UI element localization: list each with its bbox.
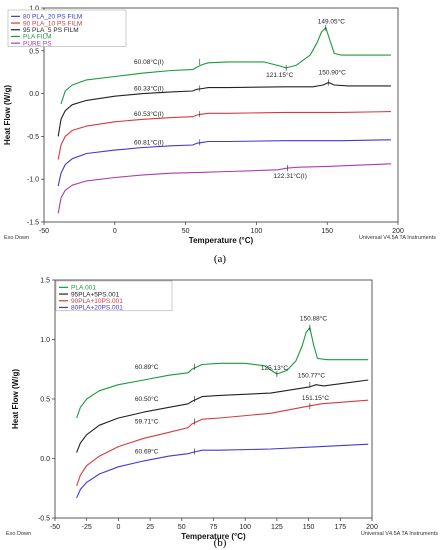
legend-entry: 90PLA+10PS.001	[71, 298, 123, 305]
y-tick-label: 1.0	[29, 6, 39, 13]
annotation-label: 60.08°C(I)	[134, 58, 164, 66]
y-tick-label: -1.5	[27, 220, 39, 227]
legend-entry: 80PLA+20PS.001	[71, 305, 123, 312]
y-tick-label: 0.0	[29, 91, 39, 98]
annotation-label: 121.15°C	[266, 71, 293, 79]
x-tick-label: 0	[116, 524, 120, 531]
legend-box	[7, 9, 127, 47]
x-tick-label: 75	[210, 524, 218, 531]
footer-instrument: Universal V4.5A TA Instruments	[359, 235, 436, 241]
annotation-label: 150.90°C	[319, 68, 346, 76]
legend-entry: PLA.001	[71, 285, 96, 292]
x-tick-label: 175	[334, 524, 346, 531]
x-tick-label: 200	[392, 228, 404, 235]
legend-entry: PURE PS	[23, 40, 52, 47]
annotation-label: 150.88°C	[300, 315, 327, 323]
footer-exo-down: Exo Down	[6, 531, 31, 537]
x-tick-label: 150	[303, 524, 315, 531]
y-axis-label: Heat Flow (W/g)	[3, 85, 12, 145]
x-tick-label: 0	[113, 228, 117, 235]
footer-exo-down: Exo Down	[4, 235, 29, 241]
series-line-4	[60, 27, 391, 105]
x-tick-label: 200	[366, 524, 378, 531]
x-axis-label: Temperature (°C)	[181, 532, 246, 541]
annotation-label: 60.50°C	[135, 395, 159, 403]
y-tick-label: 1.0	[40, 337, 50, 344]
chart-panel-2: -50 -25 0 25 50 75 100 125 150 175 200 -0.5 0.0 0.5 1.…	[6, 278, 438, 550]
series-line-2	[76, 379, 369, 453]
x-tick-label: 50	[182, 228, 190, 235]
annotation-label: 150.77°C	[298, 372, 325, 380]
series-line-5	[57, 163, 391, 214]
series-line-1	[76, 327, 369, 419]
y-tick-label: 1.5	[40, 278, 50, 285]
plot-frame	[43, 7, 399, 223]
series-line-2	[57, 111, 391, 160]
x-tick-label: 125	[271, 524, 283, 531]
x-tick-label: -25	[82, 524, 92, 531]
x-tick-label: -50	[50, 524, 60, 531]
footer-instrument: Universal V4.5A TA Instruments	[361, 531, 438, 537]
y-axis-label: Heat Flow (W/g)	[11, 369, 20, 429]
y-tick-label: -0.5	[38, 516, 50, 523]
annotation-label: 60.81°C(I)	[134, 138, 164, 146]
legend-entry: PLA FILM	[23, 34, 52, 41]
legend-entry: 80 PLA_20 PS FILM	[23, 14, 82, 21]
annotation-label: 60.33°C(I)	[134, 84, 164, 92]
series-line-3	[57, 81, 391, 137]
y-tick-label: -0.5	[27, 134, 39, 141]
annotation-label: 60.89°C	[135, 363, 159, 371]
legend-entry: 95 PLA_5 PS FILM	[23, 27, 79, 34]
series-line-3	[76, 399, 369, 487]
annotation-label: 122.31°C(I)	[274, 172, 307, 180]
legend-entry: 95PLA+5PS.001	[71, 291, 120, 298]
series-line-4	[76, 443, 369, 499]
annotation-label: 149.05°C	[318, 18, 345, 26]
x-tick-label: 100	[239, 524, 251, 531]
y-tick-label: 0.0	[40, 456, 50, 463]
y-tick-label: 0.5	[29, 48, 39, 55]
x-tick-label: 100	[251, 228, 263, 235]
x-tick-label: 150	[321, 228, 333, 235]
x-tick-label: 25	[146, 524, 154, 531]
panel-caption: (b)	[214, 537, 227, 549]
legend-entry: 90 PLA_10 PS FILM	[23, 20, 82, 27]
x-tick-label: -50	[39, 228, 49, 235]
chart-panel-1: -50 0 50 100 150 200 -1.5 -1.0 -0.5 0.0 0.5 1.0 Temp…	[3, 6, 436, 266]
annotation-label: 60.53°C(I)	[134, 110, 164, 118]
legend-box	[55, 280, 173, 312]
y-tick-label: -1.0	[27, 177, 39, 184]
panel-caption: (a)	[214, 253, 227, 265]
annotation-label: 151.15°C	[302, 394, 329, 402]
annotation-label: 125.13°C	[261, 364, 288, 372]
series-line-1	[57, 139, 391, 187]
annotation-label: 60.69°C	[135, 447, 159, 455]
y-tick-label: 0.5	[40, 397, 50, 404]
x-axis-label: Temperature (°C)	[189, 236, 254, 245]
annotation-label: 59.71°C	[135, 418, 159, 426]
x-tick-label: 50	[178, 524, 186, 531]
